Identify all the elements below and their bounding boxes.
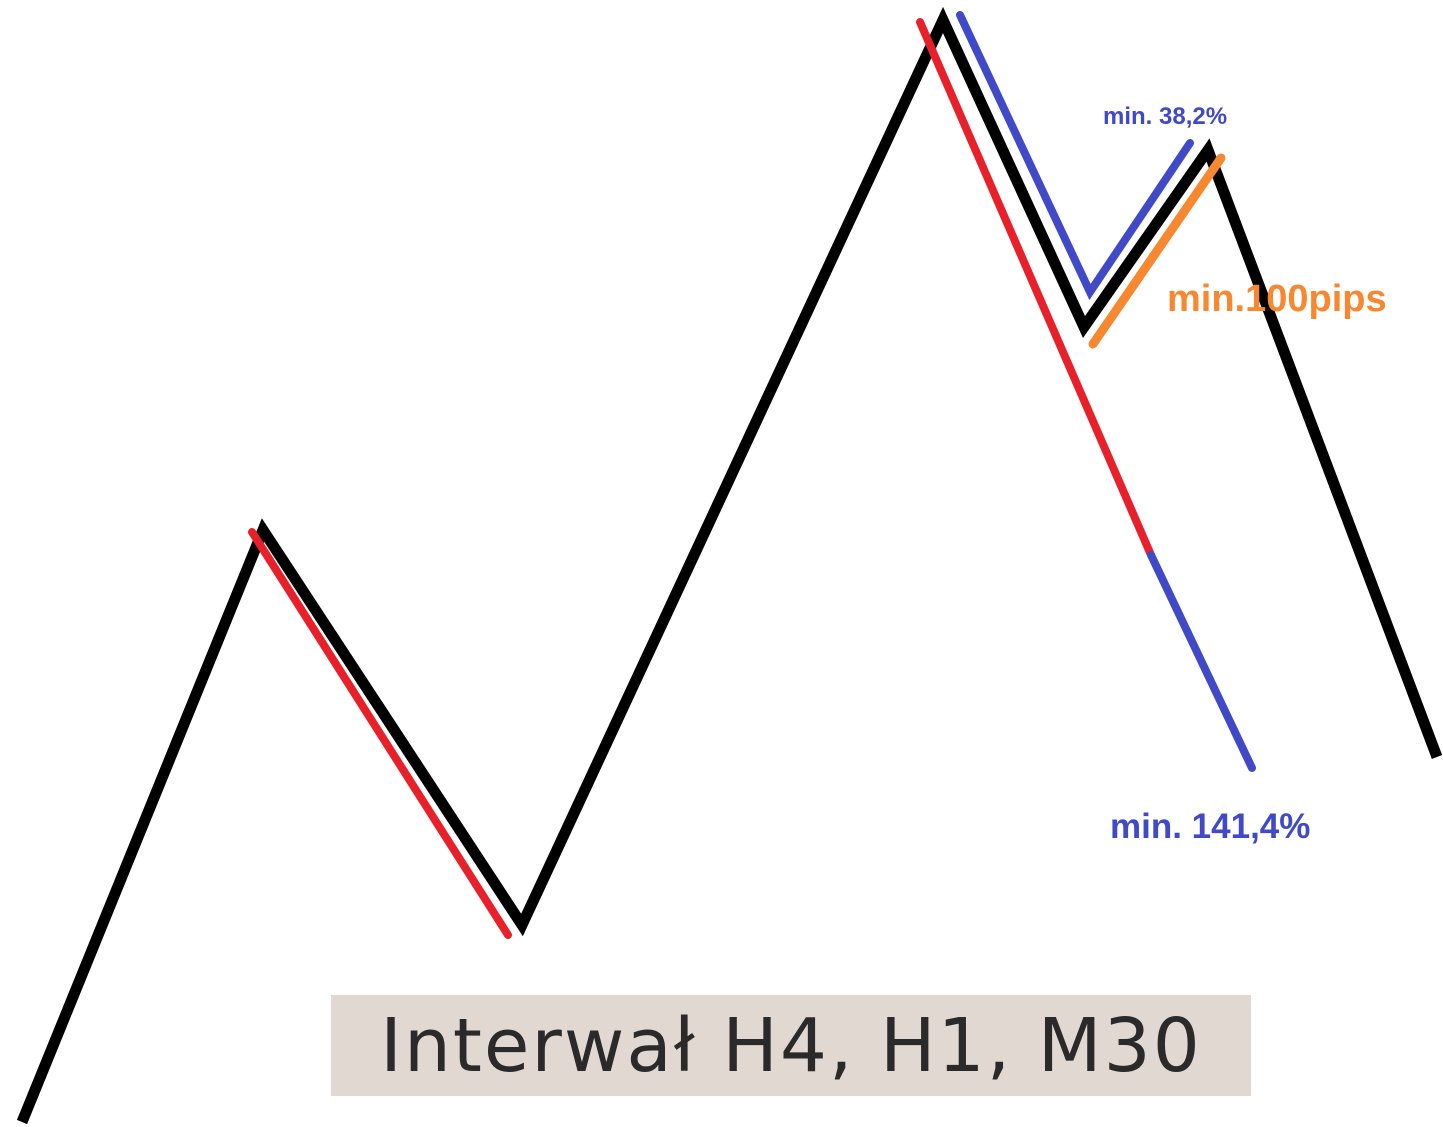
extension-blue-line <box>1147 551 1256 772</box>
projection-red-line <box>916 18 1155 559</box>
interval-text: Interwał H4, H1, M30 <box>380 1002 1202 1089</box>
price-path-line <box>16 6 1443 1125</box>
extension-label: min. 141,4% <box>1110 807 1310 846</box>
first-impulse-red-line <box>248 528 512 939</box>
pips-orange-line <box>1088 153 1226 349</box>
retracement-blue-line <box>956 11 1194 301</box>
interval-banner: Interwał H4, H1, M30 <box>331 995 1251 1096</box>
pips-label: min.100pips <box>1167 278 1387 320</box>
retracement-label: min. 38,2% <box>1103 103 1227 130</box>
